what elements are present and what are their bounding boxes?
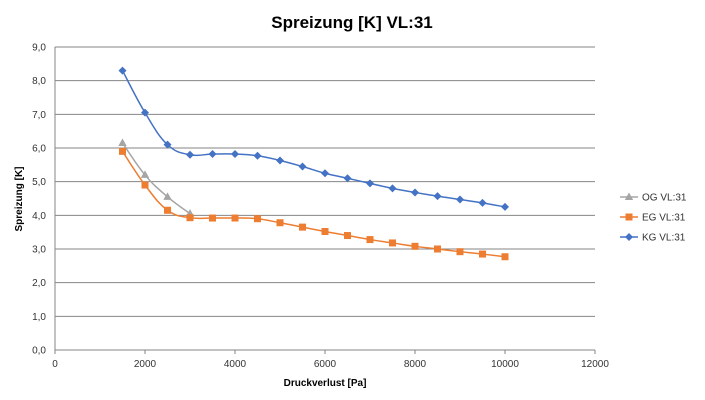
series-0: [118, 138, 195, 217]
x-axis-label: Druckverlust [Pa]: [284, 378, 367, 389]
data-point: [321, 227, 329, 235]
legend-marker: [624, 192, 634, 200]
data-point: [434, 245, 441, 253]
y-tick-label: 2,0: [32, 278, 46, 289]
series-1: [119, 147, 509, 261]
data-point: [163, 140, 172, 149]
series-line: [121, 150, 506, 258]
y-tick-label: 1,0: [32, 312, 46, 323]
data-point: [299, 223, 306, 231]
legend-item: EG VL:31: [620, 213, 686, 224]
data-point: [231, 214, 239, 222]
data-point: [163, 192, 172, 200]
axes: 0,0 1,0 2,0 3,0 4,0 5,0 6,0 7,0 8,0 9,0 0 2000 4000 6…: [32, 43, 609, 371]
x-tick-label: 8000: [404, 359, 427, 370]
y-tick-label: 8,0: [32, 76, 46, 87]
data-point: [209, 214, 216, 222]
data-point: [186, 150, 194, 159]
data-point: [366, 179, 374, 188]
x-tick-label: 10000: [491, 359, 519, 370]
data-point: [479, 250, 486, 258]
data-point: [411, 188, 419, 197]
x-tick-label: 6000: [314, 359, 337, 370]
data-point: [388, 184, 397, 193]
data-point: [119, 147, 126, 155]
series-group: [118, 66, 509, 261]
y-tick-label: 7,0: [32, 110, 46, 121]
legend-label: KG VL:31: [642, 233, 686, 244]
data-point: [118, 66, 127, 75]
data-point: [478, 198, 487, 207]
data-point: [164, 206, 171, 214]
data-point: [140, 170, 150, 178]
gridlines: [55, 46, 595, 317]
data-point: [389, 239, 396, 247]
data-point: [231, 150, 239, 159]
chart-title: Spreizung [K] VL:31: [271, 13, 433, 32]
x-tick-label: 0: [52, 359, 58, 370]
data-point: [141, 181, 149, 189]
legend: OG VL:31 EG VL:31 KG VL:31: [620, 192, 687, 244]
data-point: [456, 195, 464, 204]
data-point: [208, 150, 217, 159]
data-point: [118, 138, 127, 146]
series-2: [118, 66, 509, 211]
data-point: [298, 162, 307, 171]
y-tick-label: 5,0: [32, 177, 46, 188]
data-point: [253, 151, 262, 160]
legend-item: KG VL:31: [620, 233, 686, 244]
data-point: [433, 192, 442, 201]
series-line: [121, 70, 506, 208]
data-point: [276, 219, 284, 227]
data-point: [186, 214, 194, 222]
data-point: [411, 242, 419, 250]
y-tick-label: 9,0: [32, 43, 46, 54]
data-point: [344, 232, 351, 240]
legend-marker: [625, 233, 633, 241]
y-tick-label: 0,0: [32, 346, 46, 357]
data-point: [366, 236, 374, 244]
y-tick-label: 3,0: [32, 245, 46, 256]
data-point: [501, 253, 509, 261]
series-line: [121, 142, 191, 215]
x-tick-label: 4000: [224, 359, 247, 370]
legend-item: OG VL:31: [620, 192, 687, 204]
legend-marker: [625, 213, 633, 221]
data-point: [276, 156, 284, 165]
data-point: [254, 215, 261, 223]
x-tick-label: 2000: [134, 359, 157, 370]
data-point: [501, 202, 509, 211]
data-point: [141, 108, 149, 117]
y-axis-label: Spreizung [K]: [14, 167, 25, 232]
data-point: [321, 169, 329, 178]
x-tick-label: 12000: [581, 359, 609, 370]
data-point: [456, 248, 464, 256]
data-point: [343, 174, 352, 183]
legend-label: EG VL:31: [642, 213, 686, 224]
legend-label: OG VL:31: [642, 193, 687, 204]
y-tick-label: 6,0: [32, 144, 46, 155]
y-tick-label: 4,0: [32, 211, 46, 222]
